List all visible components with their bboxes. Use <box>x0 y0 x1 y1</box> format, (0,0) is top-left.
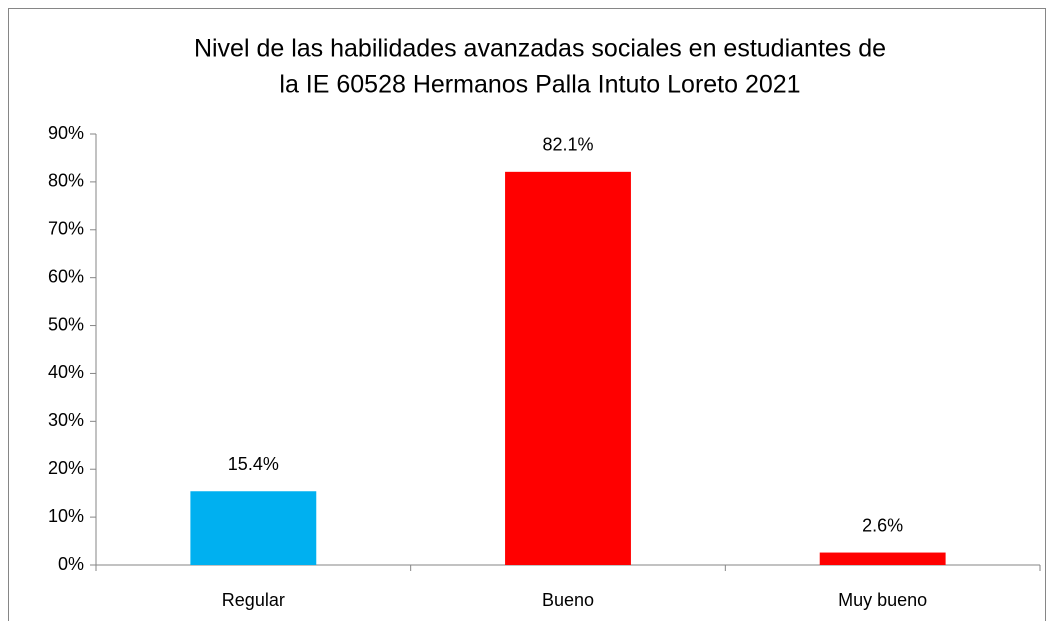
x-tick-label: Bueno <box>542 590 594 610</box>
data-label: 82.1% <box>542 135 593 155</box>
y-tick-label: 60% <box>48 266 84 286</box>
chart-title: la IE 60528 Hermanos Palla Intuto Loreto… <box>279 71 800 99</box>
x-tick-label: Muy bueno <box>838 590 927 610</box>
data-label: 15.4% <box>228 454 279 474</box>
y-tick-label: 90% <box>48 123 84 143</box>
y-tick-label: 10% <box>48 506 84 526</box>
bar <box>819 552 946 565</box>
bar <box>190 491 317 565</box>
y-tick-label: 50% <box>48 314 84 334</box>
y-tick-label: 70% <box>48 219 84 239</box>
y-tick-label: 30% <box>48 410 84 430</box>
y-tick-label: 0% <box>58 554 84 574</box>
y-tick-label: 40% <box>48 362 84 382</box>
data-label: 2.6% <box>862 515 903 535</box>
y-tick-label: 20% <box>48 458 84 478</box>
x-tick-label: Regular <box>222 590 285 610</box>
chart-title: Nivel de las habilidades avanzadas socia… <box>194 35 886 63</box>
bar <box>505 171 631 566</box>
y-tick-label: 80% <box>48 171 84 191</box>
